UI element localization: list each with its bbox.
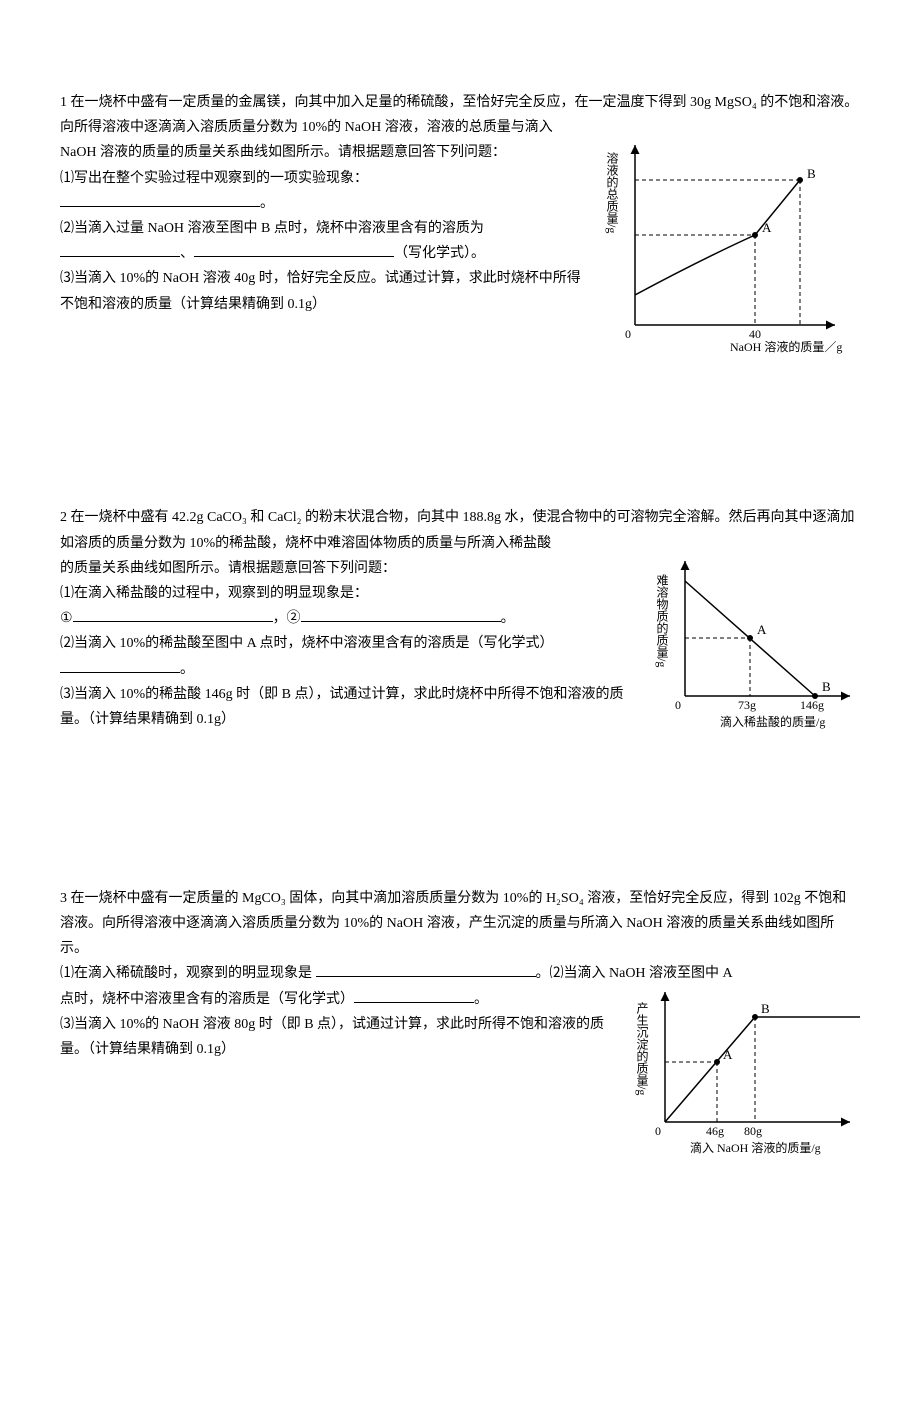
chart-2-ylabel: 难溶物质的质量/g bbox=[655, 573, 669, 667]
problem-1-q2-blanks: 、（写化学式）。 bbox=[60, 241, 590, 266]
problem-2-q1: ⑴在滴入稀盐酸的过程中，观察到的明显现象是： bbox=[60, 581, 640, 606]
chart-3-ylabel: 产生沉淀的质量/g bbox=[635, 1001, 649, 1095]
chart-2-xtick2: 146g bbox=[800, 698, 824, 712]
chart-3-xtick1: 46g bbox=[706, 1124, 724, 1138]
blank bbox=[316, 962, 536, 977]
chart-2-xlabel: 滴入稀盐酸的质量/g bbox=[720, 714, 825, 729]
chart-1-xlabel: NaOH 溶液的质量／g bbox=[730, 339, 842, 354]
problem-1-q1: ⑴写出在整个实验过程中观察到的一项实验现象： bbox=[60, 166, 590, 191]
problem-3-intro: 3 在一烧杯中盛有一定质量的 MgCO₃ 固体，向其中滴加溶质质量分数为 10%… bbox=[60, 886, 860, 962]
chart-1-ylabel: 溶液的总质量/g bbox=[605, 151, 619, 234]
problem-2-intro-b: 的质量关系曲线如图所示。请根据题意回答下列问题： bbox=[60, 556, 640, 581]
blank bbox=[60, 192, 260, 207]
problem-2-q2-blank: 。 bbox=[60, 657, 640, 682]
problem-1-q3: ⑶当滴入 10%的 NaOH 溶液 40g 时，恰好完全反应。试通过计算，求此时… bbox=[60, 266, 590, 316]
chart-3-point-b: B bbox=[761, 1001, 770, 1016]
problem-2-q3: ⑶当滴入 10%的稀盐酸 146g 时（即 B 点），试通过计算，求此时烧杯中所… bbox=[60, 682, 640, 732]
blank bbox=[354, 988, 474, 1003]
problem-3: 3 在一烧杯中盛有一定质量的 MgCO₃ 固体，向其中滴加溶质质量分数为 10%… bbox=[60, 886, 860, 1162]
blank bbox=[194, 242, 394, 257]
problem-3-q2: 点时，烧杯中溶液里含有的溶质是（写化学式）。 bbox=[60, 987, 620, 1012]
problem-1: 1 在一烧杯中盛有一定质量的金属镁，向其中加入足量的稀硫酸，至恰好完全反应，在一… bbox=[60, 90, 860, 355]
chart-1-point-b: B bbox=[807, 166, 816, 181]
problem-3-intro-text: 在一烧杯中盛有一定质量的 MgCO₃ 固体，向其中滴加溶质质量分数为 10%的 … bbox=[60, 891, 846, 956]
problem-2-intro-a: 在一烧杯中盛有 42.2g CaCO₃ 和 CaCl₂ 的粉末状混合物，向其中 … bbox=[60, 510, 855, 550]
chart-3-origin: 0 bbox=[655, 1124, 661, 1138]
chart-1-point-a: A bbox=[762, 220, 772, 235]
blank bbox=[60, 658, 180, 673]
chart-1-xtick: 40 bbox=[749, 327, 761, 341]
problem-2-number: 2 bbox=[60, 510, 67, 525]
problem-1-number: 1 bbox=[60, 95, 67, 110]
chart-3: A B 0 46g 80g 产生沉淀的质量/g 滴入 NaOH 溶液的质量/g bbox=[630, 987, 860, 1162]
blank bbox=[60, 242, 180, 257]
problem-3-q3: ⑶当滴入 10%的 NaOH 溶液 80g 时（即 B 点），试通过计算，求此时… bbox=[60, 1012, 620, 1062]
problem-3-q1: ⑴在滴入稀硫酸时，观察到的明显现象是 。⑵当滴入 NaOH 溶液至图中 A bbox=[60, 961, 860, 986]
problem-1-intro-b: NaOH 溶液的质量的质量关系曲线如图所示。请根据题意回答下列问题： bbox=[60, 140, 590, 165]
problem-2-q1-blanks: ①，②。 bbox=[60, 606, 640, 631]
chart-3-xlabel: 滴入 NaOH 溶液的质量/g bbox=[690, 1140, 821, 1155]
chart-3-xtick2: 80g bbox=[744, 1124, 762, 1138]
chart-1: A B 0 40 溶液的总质量/g NaOH 溶液的质量／g bbox=[600, 140, 860, 355]
problem-2-intro: 2 在一烧杯中盛有 42.2g CaCO₃ 和 CaCl₂ 的粉末状混合物，向其… bbox=[60, 505, 860, 555]
chart-1-origin: 0 bbox=[625, 327, 631, 341]
chart-3-point-a: A bbox=[723, 1047, 733, 1062]
problem-1-q1-blank: 。 bbox=[60, 191, 590, 216]
chart-2-point-a: A bbox=[757, 622, 767, 637]
problem-1-q2: ⑵当滴入过量 NaOH 溶液至图中 B 点时，烧杯中溶液里含有的溶质为 bbox=[60, 216, 590, 241]
chart-2-origin: 0 bbox=[675, 698, 681, 712]
blank bbox=[73, 607, 273, 622]
chart-2-point-b: B bbox=[822, 679, 831, 694]
blank bbox=[301, 607, 501, 622]
problem-2-q2: ⑵当滴入 10%的稀盐酸至图中 A 点时，烧杯中溶液里含有的溶质是（写化学式） bbox=[60, 631, 640, 656]
chart-2: A B 0 73g 146g 难溶物质的质量/g 滴入稀盐酸的质量/g bbox=[650, 556, 860, 736]
problem-3-number: 3 bbox=[60, 891, 67, 906]
problem-2: 2 在一烧杯中盛有 42.2g CaCO₃ 和 CaCl₂ 的粉末状混合物，向其… bbox=[60, 505, 860, 735]
problem-1-intro: 1 在一烧杯中盛有一定质量的金属镁，向其中加入足量的稀硫酸，至恰好完全反应，在一… bbox=[60, 90, 860, 140]
chart-2-xtick1: 73g bbox=[738, 698, 756, 712]
problem-1-intro-a: 在一烧杯中盛有一定质量的金属镁，向其中加入足量的稀硫酸，至恰好完全反应，在一定温… bbox=[60, 95, 858, 135]
